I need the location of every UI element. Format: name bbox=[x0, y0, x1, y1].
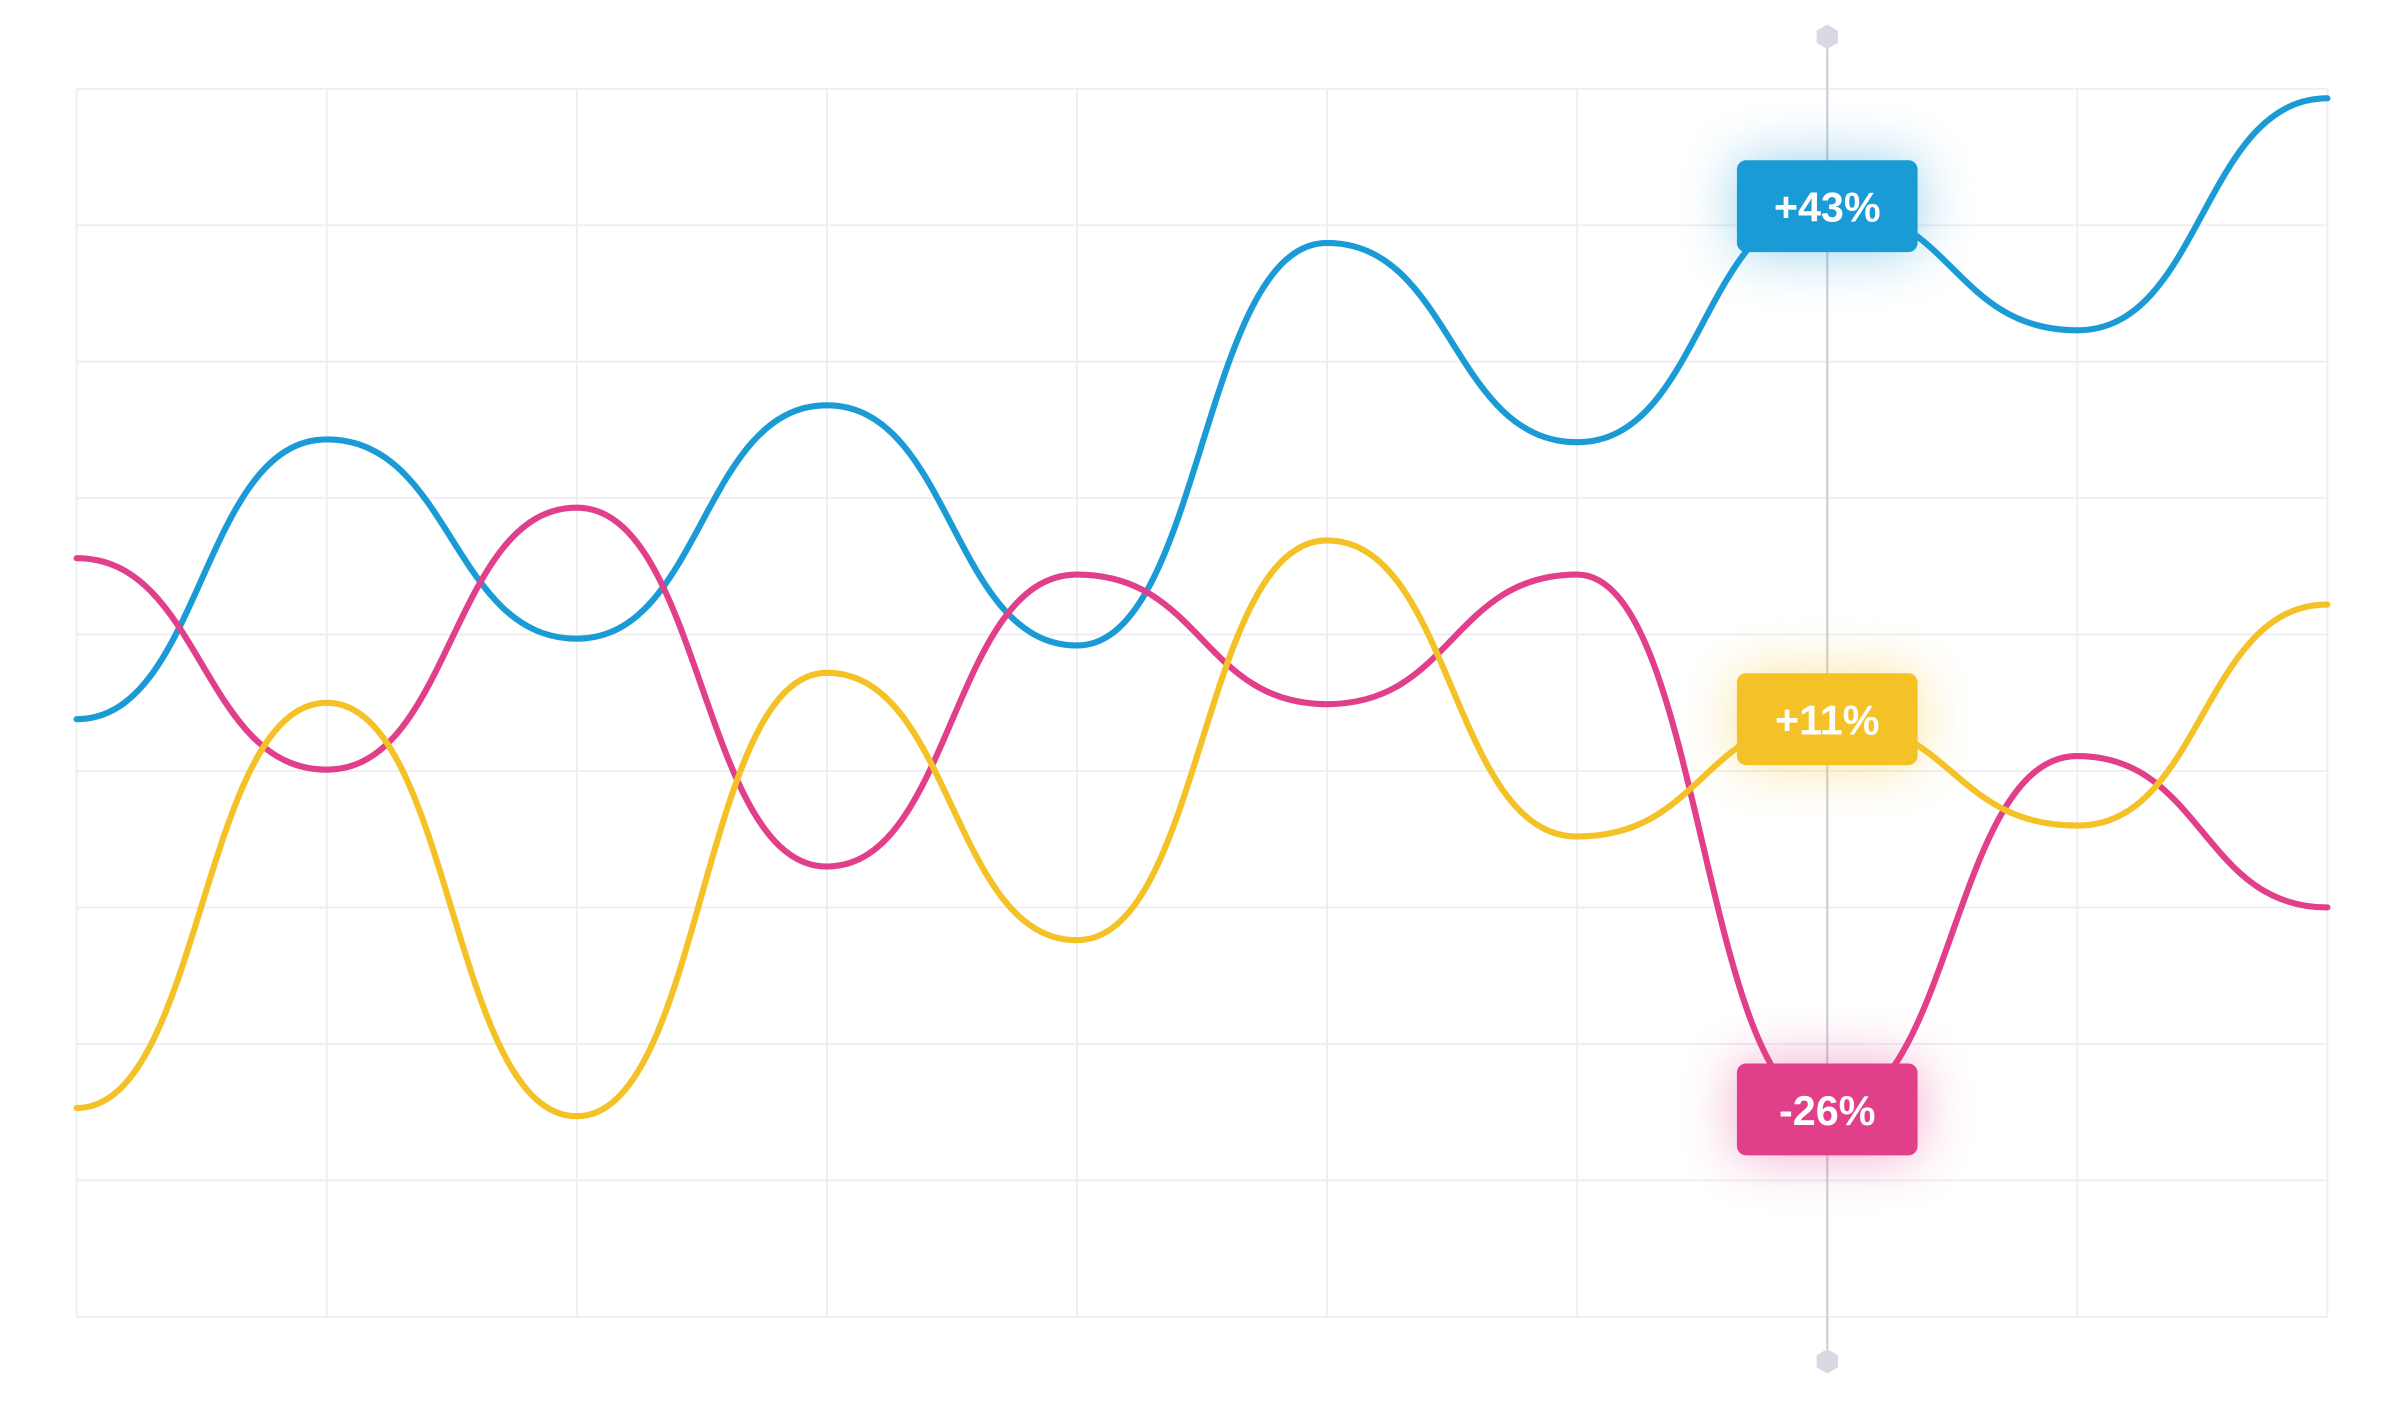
lines bbox=[73, 95, 2331, 1120]
callout-label: +43% bbox=[1774, 185, 1881, 231]
series-line bbox=[73, 504, 2331, 1113]
series-line bbox=[73, 95, 2331, 723]
callout-box bbox=[1736, 673, 1918, 766]
callout-box bbox=[1736, 160, 1918, 253]
callout-label: +11% bbox=[1775, 698, 1880, 744]
callouts: +43% -26% +11% bbox=[1736, 160, 1918, 1156]
series-line bbox=[73, 537, 2331, 1120]
crosshair-handle bbox=[1816, 1348, 1838, 1374]
crosshair-handle bbox=[1816, 24, 1838, 49]
callout-box bbox=[1736, 1063, 1918, 1156]
grid bbox=[75, 24, 2329, 1374]
callout-label: -26% bbox=[1779, 1088, 1875, 1134]
